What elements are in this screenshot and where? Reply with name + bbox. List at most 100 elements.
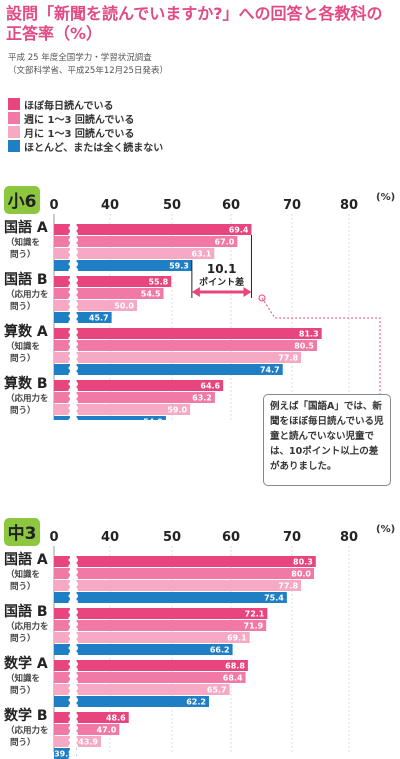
data-label: 75.4 bbox=[264, 594, 284, 603]
tick-label: 80 bbox=[340, 198, 358, 213]
panel-label: 小6 bbox=[8, 192, 37, 212]
annotation-arrowhead bbox=[191, 287, 200, 297]
bar bbox=[54, 660, 248, 671]
data-label: 59.0 bbox=[167, 406, 187, 415]
bar bbox=[54, 328, 322, 339]
data-label: 67.0 bbox=[215, 238, 235, 247]
callout-connector-dot bbox=[258, 294, 266, 302]
category-label: 国語 A bbox=[4, 219, 48, 236]
data-label: 80.0 bbox=[291, 570, 311, 579]
data-label: 63.2 bbox=[192, 394, 212, 403]
bar bbox=[54, 724, 120, 735]
category-sublabel: （知識を bbox=[6, 569, 40, 580]
legend: ほぼ毎日読んでいる 週に 1～3 回読んでいる 月に 1～3 回読んでいる ほと… bbox=[8, 97, 164, 154]
tick-label: 50 bbox=[163, 530, 181, 545]
panel-label: 中3 bbox=[8, 523, 37, 544]
bar bbox=[54, 592, 287, 603]
legend-swatch-weekly bbox=[8, 112, 20, 124]
chart-title: 設問「新聞を読んでいますか?」への回答と各教科の正答率（%） bbox=[6, 4, 383, 43]
data-label: 62.2 bbox=[186, 698, 206, 707]
category-label: 算数 A bbox=[4, 323, 48, 340]
bar bbox=[54, 224, 252, 235]
category-sublabel: 問う） bbox=[10, 581, 36, 592]
bar bbox=[54, 404, 191, 415]
bar bbox=[54, 288, 164, 299]
data-label: 47.0 bbox=[97, 726, 117, 735]
bar bbox=[54, 276, 172, 287]
panel-label-box bbox=[4, 518, 40, 546]
category-sublabel: 問う） bbox=[10, 685, 36, 696]
legend-label-weekly: 週に 1～3 回読んでいる bbox=[24, 114, 135, 126]
axis-break bbox=[68, 551, 78, 608]
category-label: 国語 A bbox=[4, 551, 48, 568]
data-label: 68.4 bbox=[223, 674, 243, 683]
axis-break bbox=[68, 375, 78, 420]
category-sublabel: （知識を bbox=[6, 673, 40, 684]
axis-break bbox=[68, 219, 78, 276]
bar bbox=[54, 712, 129, 723]
bar bbox=[54, 380, 224, 391]
data-label: 39.8 bbox=[54, 750, 74, 759]
tick-label: 60 bbox=[222, 530, 240, 545]
category-label: 算数 B bbox=[4, 375, 48, 392]
category-sublabel: （応用力を bbox=[6, 289, 49, 300]
bar bbox=[54, 632, 250, 643]
legend-label-rarely: ほとんど、または全く読まない bbox=[24, 142, 164, 154]
data-label: 63.1 bbox=[192, 250, 212, 259]
callout-box: 例えば「国語A」では、新聞をほぼ毎日読んでいる児童と読んでいない児童では、10ポ… bbox=[263, 394, 391, 486]
tick-label: 80 bbox=[340, 530, 358, 545]
bar bbox=[54, 260, 192, 271]
annotation-label: ポイント差 bbox=[199, 276, 244, 288]
data-label: 45.7 bbox=[89, 314, 109, 323]
data-label: 77.8 bbox=[278, 354, 298, 363]
bar bbox=[54, 684, 230, 695]
tick-label: 70 bbox=[283, 530, 301, 545]
axis-break bbox=[68, 271, 78, 328]
axis-break bbox=[68, 323, 78, 380]
legend-item-monthly: 月に 1～3 回読んでいる bbox=[8, 125, 163, 140]
legend-swatch-daily bbox=[8, 98, 20, 110]
callout-connector bbox=[261, 297, 381, 394]
category-sublabel: （応用力を bbox=[6, 725, 49, 736]
data-label: 71.9 bbox=[243, 622, 263, 631]
bar bbox=[54, 608, 268, 619]
annotation-arrowhead bbox=[243, 287, 252, 297]
tick-label: 70 bbox=[283, 198, 301, 213]
data-label: 72.1 bbox=[245, 610, 265, 619]
category-sublabel: 問う） bbox=[10, 405, 36, 416]
bar bbox=[54, 236, 238, 247]
legend-item-daily: ほぼ毎日読んでいる bbox=[8, 97, 163, 112]
data-label: 80.5 bbox=[294, 342, 314, 351]
tick-label: 60 bbox=[222, 198, 240, 213]
unit-label: (%) bbox=[376, 524, 395, 535]
bar bbox=[54, 672, 246, 683]
legend-item-rarely: ほとんど、または全く読まない bbox=[8, 139, 164, 154]
bar bbox=[54, 736, 102, 747]
data-label: 64.6 bbox=[200, 382, 220, 391]
source-line-1: 平成 25 年度全国学力・学習状況調査 bbox=[8, 53, 152, 63]
data-label: 69.4 bbox=[229, 226, 249, 235]
tick-label: 0 bbox=[49, 530, 58, 545]
data-label: 81.3 bbox=[299, 330, 319, 339]
data-label: 69.1 bbox=[227, 634, 247, 643]
data-label: 55.8 bbox=[148, 278, 168, 287]
bar bbox=[54, 580, 302, 591]
bar bbox=[54, 644, 233, 655]
bar bbox=[54, 620, 267, 631]
data-label: 43.9 bbox=[78, 738, 98, 747]
bar bbox=[54, 392, 215, 403]
data-label: 77.8 bbox=[278, 582, 298, 591]
data-label: 50.0 bbox=[114, 302, 134, 311]
bar bbox=[54, 312, 112, 323]
tick-label: 50 bbox=[163, 198, 181, 213]
category-label: 数学 A bbox=[4, 655, 48, 672]
tick-label: 0 bbox=[49, 198, 58, 213]
bar bbox=[54, 340, 317, 351]
category-sublabel: （応用力を bbox=[6, 393, 49, 404]
legend-swatch-monthly bbox=[8, 126, 20, 138]
annotation-value: 10.1 bbox=[207, 262, 237, 276]
bar bbox=[54, 248, 215, 259]
bar bbox=[54, 748, 77, 759]
source-line-2: （文部科学省、平成25年12月25日発表） bbox=[8, 66, 168, 76]
